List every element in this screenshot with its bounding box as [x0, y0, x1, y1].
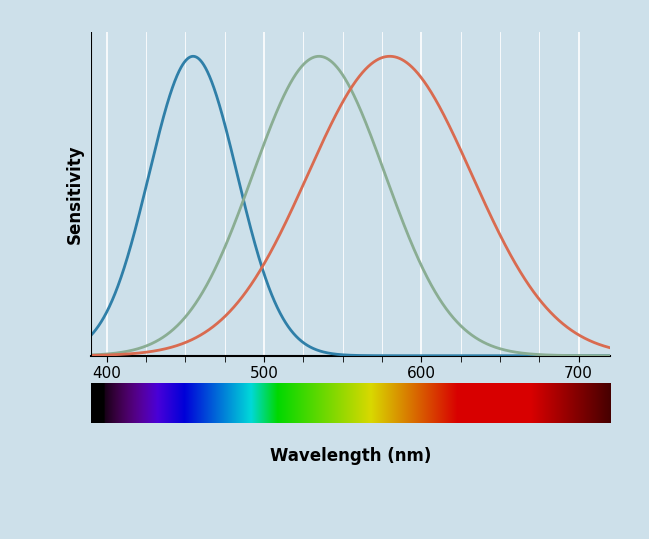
Text: Wavelength (nm): Wavelength (nm) — [270, 447, 431, 465]
Y-axis label: Sensitivity: Sensitivity — [66, 144, 84, 244]
